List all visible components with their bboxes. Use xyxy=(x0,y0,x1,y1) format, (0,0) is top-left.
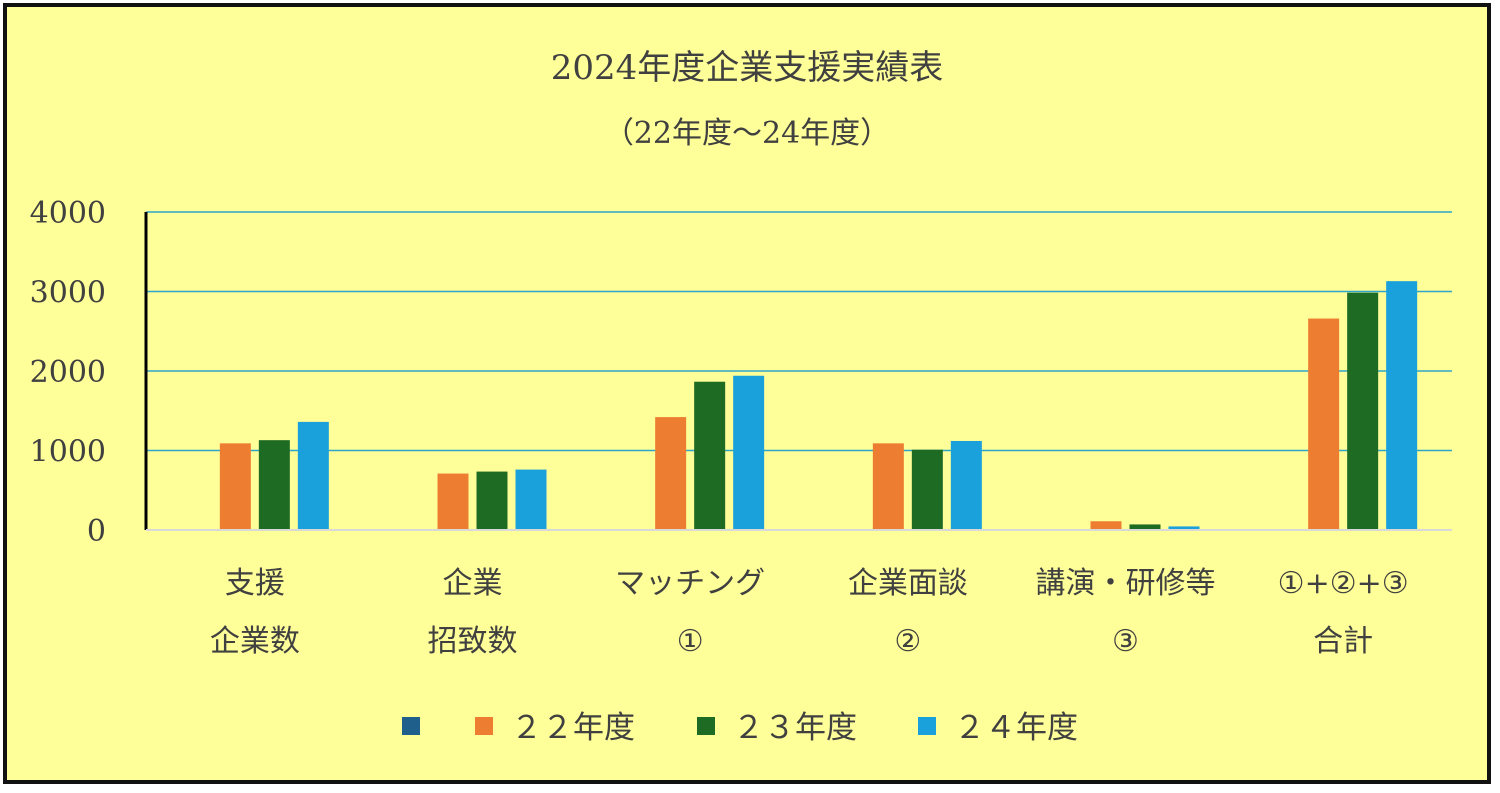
bar xyxy=(1129,524,1161,530)
legend: ２２年度 ２３年度 ２４年度 xyxy=(402,710,1078,746)
legend-swatch xyxy=(475,717,493,735)
x-tick-label: 講演・研修等 xyxy=(1036,566,1216,601)
y-tick-label: 4000 xyxy=(30,196,106,231)
x-tick-label: 企業 xyxy=(443,566,503,601)
bar xyxy=(655,417,687,530)
bar xyxy=(1386,281,1418,530)
legend-label: ２２年度 xyxy=(511,710,635,746)
gridlines xyxy=(146,211,1452,452)
x-tick-label: 企業面談 xyxy=(848,566,968,601)
bar xyxy=(476,471,508,530)
axes xyxy=(144,212,1452,531)
bar xyxy=(911,449,943,530)
legend-label: ２３年度 xyxy=(733,710,857,746)
x-tick-label: ① xyxy=(677,624,704,659)
bar xyxy=(219,443,251,530)
bar xyxy=(297,421,329,530)
bar xyxy=(872,443,904,530)
bar xyxy=(733,375,765,530)
legend-swatch xyxy=(697,717,715,735)
legend-swatch xyxy=(918,717,936,735)
x-tick-label: ①+②+③ xyxy=(1278,566,1409,601)
x-tick-label: マッチング xyxy=(615,566,765,601)
x-tick-label: ② xyxy=(894,624,921,659)
bar xyxy=(1347,292,1379,530)
bar xyxy=(1168,526,1200,530)
legend-label: ２４年度 xyxy=(954,710,1078,746)
bar xyxy=(515,469,547,530)
legend-swatch xyxy=(402,717,420,735)
bar xyxy=(437,473,469,530)
y-tick-label: 1000 xyxy=(30,435,106,470)
x-tick-label: 支援 xyxy=(225,566,285,601)
x-tick-label: 招致数 xyxy=(428,624,518,659)
bars xyxy=(219,281,1418,530)
bar xyxy=(950,440,982,530)
x-tick-label: ③ xyxy=(1112,624,1139,659)
x-tick-label: 企業数 xyxy=(210,624,300,659)
bar xyxy=(258,440,290,530)
bar xyxy=(694,381,726,530)
y-axis-ticks: 0 1000 2000 3000 4000 xyxy=(30,196,106,549)
y-tick-label: 2000 xyxy=(30,355,106,390)
y-tick-label: 3000 xyxy=(30,276,106,311)
bar xyxy=(1308,318,1340,530)
chart-title: 2024年度企業支援実績表 xyxy=(551,48,944,88)
x-tick-label: 合計 xyxy=(1313,624,1373,659)
chart-subtitle: （22年度～24年度） xyxy=(604,116,890,151)
y-tick-label: 0 xyxy=(87,514,106,549)
bar xyxy=(1090,521,1122,530)
